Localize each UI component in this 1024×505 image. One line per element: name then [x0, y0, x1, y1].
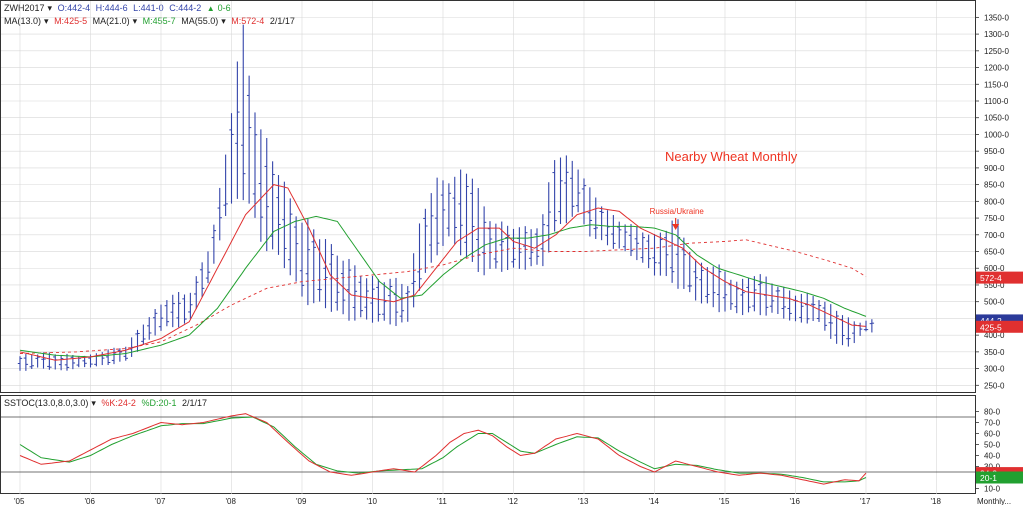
- price-tick-label: 900-0: [984, 164, 1005, 173]
- x-tick-label: '15: [719, 497, 730, 505]
- ohlc-low: L:441-0: [133, 3, 164, 13]
- ma55-label[interactable]: MA(55.0): [181, 16, 219, 26]
- stoch-tick-label: 80-0: [984, 408, 1001, 417]
- x-tick-label: '17: [860, 497, 871, 505]
- stoch-label[interactable]: SSTOC(13.0,8.0,3.0): [4, 398, 89, 408]
- price-panel-frame: [0, 0, 976, 393]
- x-tick-label: '12: [508, 497, 519, 505]
- price-tick-label: 400-0: [984, 331, 1005, 340]
- x-tick-label: '09: [296, 497, 307, 505]
- ma13-price-badge-bg: [976, 320, 1023, 333]
- russia-ukraine-annotation: Russia/Ukraine: [650, 207, 705, 216]
- change-value: 0-6: [217, 3, 231, 13]
- ma55-price-badge-bg: [976, 271, 1023, 284]
- x-tick-label: '10: [367, 497, 378, 505]
- x-tick-label: '18: [931, 497, 942, 505]
- x-tick-label: '14: [649, 497, 660, 505]
- ma55-line: [19, 239, 867, 354]
- stoch-date: 2/1/17: [182, 398, 208, 408]
- x-tick-label: '05: [14, 497, 25, 505]
- chart-title: Nearby Wheat Monthly: [665, 149, 798, 164]
- x-tick-label: '07: [155, 497, 166, 505]
- header-date: 2/1/17: [269, 16, 295, 26]
- price-tick-label: 1300-0: [984, 30, 1009, 39]
- price-tick-label: 750-0: [984, 214, 1005, 223]
- stoch-tick-label: 50-0: [984, 441, 1001, 450]
- ma21-line: [19, 215, 867, 358]
- annotation-arrow-head: [672, 224, 680, 230]
- symbol-label[interactable]: ZWH2017: [4, 3, 45, 13]
- price-tick-label: 250-0: [984, 381, 1005, 390]
- x-tick-label: '08: [226, 497, 237, 505]
- price-tick-label: 1350-0: [984, 13, 1009, 22]
- price-tick-label: 850-0: [984, 181, 1005, 190]
- stoch-d-value: %D:20-1: [141, 398, 177, 408]
- x-tick-label: '13: [578, 497, 589, 505]
- price-tick-label: 1250-0: [984, 47, 1009, 56]
- price-tick-label: 1000-0: [984, 130, 1009, 139]
- price-tick-label: 1150-0: [984, 80, 1009, 89]
- ohlc-high: H:444-6: [95, 3, 128, 13]
- ma13-label[interactable]: MA(13.0): [4, 16, 42, 26]
- price-tick-label: 550-0: [984, 281, 1005, 290]
- price-tick-label: 350-0: [984, 348, 1005, 357]
- stoch-k-line: [19, 413, 867, 485]
- ma21-label[interactable]: MA(21.0): [92, 16, 130, 26]
- stoch-d-badge: 20-1: [980, 473, 997, 483]
- ma21-value: M:455-7: [142, 16, 176, 26]
- ohlc-bars: [17, 24, 875, 371]
- stoch-d-line: [19, 416, 867, 483]
- x-tick-label: '16: [790, 497, 801, 505]
- ma-header: MA(13.0) ▾ M:425-5 MA(21.0) ▾ M:455-7 MA(5…: [4, 16, 295, 26]
- stoch-tick-label: 40-0: [984, 452, 1001, 461]
- stoch-tick-label: 30-0: [984, 463, 1001, 472]
- price-tick-label: 1050-0: [984, 114, 1009, 123]
- price-tick-label: 300-0: [984, 365, 1005, 374]
- stoch-tick-label: 60-0: [984, 430, 1001, 439]
- ma55-price-badge: 572-4: [980, 273, 1002, 283]
- ma13-value: M:425-5: [54, 16, 88, 26]
- stoch-tick-label: 70-0: [984, 419, 1001, 428]
- x-tick-label: '11: [437, 497, 447, 505]
- x-tick-label: '06: [85, 497, 96, 505]
- price-tick-label: 800-0: [984, 197, 1005, 206]
- stoch-header: SSTOC(13.0,8.0,3.0) ▾ %K:24-2 %D:20-1 2/1…: [4, 398, 208, 408]
- up-triangle-icon: ▲: [206, 4, 215, 13]
- timeframe-label: Monthly...: [977, 497, 1011, 505]
- ma13-price-badge: 425-5: [980, 322, 1002, 332]
- price-tick-label: 700-0: [984, 231, 1005, 240]
- price-tick-label: 600-0: [984, 264, 1005, 273]
- price-tick-label: 650-0: [984, 248, 1005, 257]
- stoch-tick-label: 10-0: [984, 485, 1001, 494]
- ma13-line: [19, 184, 867, 361]
- ohlc-open: O:442-4: [57, 3, 91, 13]
- ohlc-close: C:444-2: [169, 3, 202, 13]
- stoch-panel-frame: [0, 395, 976, 494]
- price-header: ZWH2017 ▾ O:442-4 H:444-6 L:441-0 C:444-2…: [4, 3, 231, 13]
- price-tick-label: 950-0: [984, 147, 1005, 156]
- price-tick-label: 500-0: [984, 298, 1005, 307]
- stoch-k-value: %K:24-2: [101, 398, 136, 408]
- price-tick-label: 1100-0: [984, 97, 1009, 106]
- stoch-d-badge-bg: [976, 471, 1023, 484]
- price-tick-label: 1200-0: [984, 64, 1009, 73]
- ma55-value: M:572-4: [231, 16, 265, 26]
